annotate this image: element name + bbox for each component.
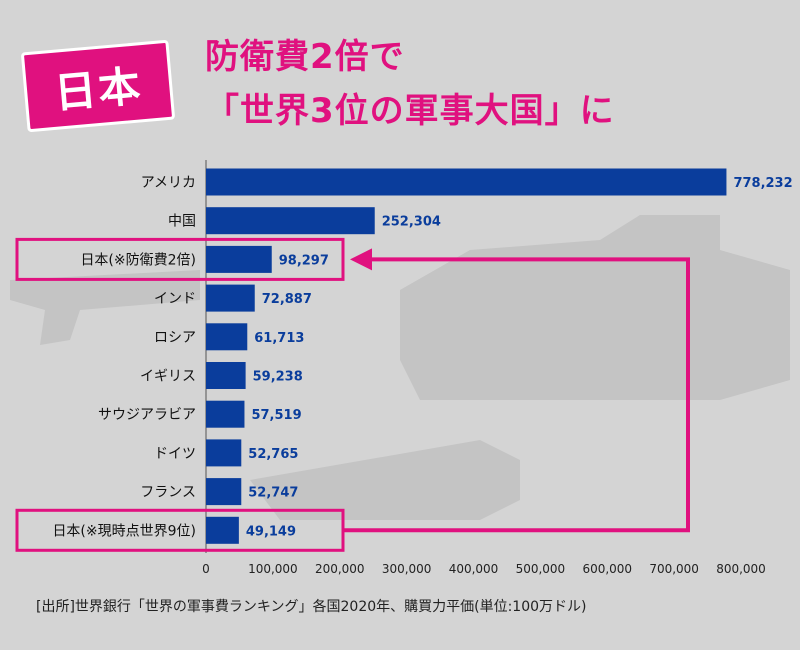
x-tick-label: 300,000 [382, 562, 432, 576]
value-label: 252,304 [382, 215, 441, 230]
bar [206, 478, 242, 506]
bar [206, 323, 248, 351]
value-label: 61,713 [254, 331, 304, 346]
source-note: [出所]世界銀行「世界の軍事費ランキング」各国2020年、購買力平価(単位:10… [36, 599, 587, 615]
bar [206, 168, 727, 196]
x-tick-label: 200,000 [315, 562, 365, 576]
value-label: 49,149 [246, 524, 296, 539]
arrow-path [343, 257, 690, 533]
bar [206, 207, 375, 235]
x-tick-label: 800,000 [716, 562, 766, 576]
value-label: 72,887 [262, 292, 312, 307]
category-label: イギリス [140, 369, 196, 385]
headline-line2: 「世界3位の軍事大国」に [205, 91, 615, 131]
bar [206, 439, 242, 467]
arrow-head [350, 248, 372, 271]
value-label: 59,238 [253, 370, 303, 385]
headline-line1: 防衛費2倍で [205, 37, 405, 77]
value-label: 57,519 [251, 408, 301, 423]
helicopter-silhouette [250, 440, 520, 520]
bar [206, 400, 245, 428]
comparison-arrow [343, 248, 690, 533]
value-labels: 778,232 252,304 98,297 72,887 61,713 59,238 57… [246, 176, 793, 539]
x-axis-ticks: 0 100,000 200,000 300,000 400,000 500,000 600,… [202, 562, 766, 576]
category-label: インド [154, 291, 196, 307]
category-label: 日本(※防衛費2倍) [80, 252, 196, 268]
category-label: ロシア [154, 330, 196, 346]
value-label: 98,297 [279, 253, 329, 268]
bar [206, 362, 246, 389]
value-label: 778,232 [733, 176, 792, 191]
tank-silhouette [400, 215, 790, 400]
category-label: 中国 [168, 214, 196, 230]
headline: 防衛費2倍で 「世界3位の軍事大国」に [205, 30, 615, 138]
category-label: アメリカ [141, 175, 196, 191]
highlight-box [15, 237, 345, 281]
x-tick-label: 400,000 [449, 562, 499, 576]
bar [206, 245, 272, 273]
category-label: ドイツ [154, 446, 196, 462]
category-label: 日本(※現時点世界9位) [52, 523, 196, 539]
value-label: 52,765 [248, 447, 298, 462]
bar [206, 284, 255, 312]
value-label: 52,747 [248, 486, 298, 501]
rifle-silhouette [10, 270, 200, 345]
x-tick-label: 100,000 [248, 562, 298, 576]
bar [206, 516, 239, 544]
x-tick-label: 700,000 [649, 562, 699, 576]
x-tick-label: 500,000 [516, 562, 566, 576]
bars-layer [206, 168, 727, 544]
category-label: サウジアラビア [98, 407, 196, 423]
x-tick-label: 600,000 [582, 562, 632, 576]
x-tick-label: 0 [202, 562, 210, 576]
category-label: フランス [140, 485, 196, 501]
